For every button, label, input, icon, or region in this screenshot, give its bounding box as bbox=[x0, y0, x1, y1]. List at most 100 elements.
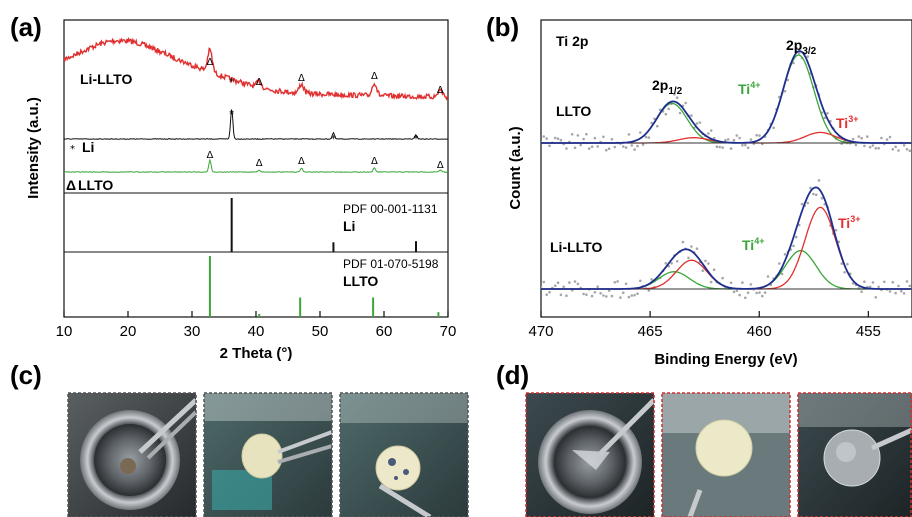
xps-x-axis-title: Binding Energy (eV) bbox=[654, 351, 797, 368]
xps-point bbox=[610, 294, 614, 298]
panel-label-b: (b) bbox=[486, 12, 519, 42]
xrd-marker-triangle-red-3: Δ bbox=[371, 71, 378, 82]
xps-point bbox=[709, 129, 713, 132]
xps-point bbox=[897, 284, 900, 288]
xrd-y-axis-title: Intensity (a.u.) bbox=[25, 97, 42, 199]
xps-point bbox=[627, 133, 631, 136]
xps-point bbox=[556, 137, 560, 140]
xps-point bbox=[797, 51, 801, 55]
photo-d1-crucible bbox=[525, 392, 656, 517]
xps-point bbox=[636, 144, 639, 148]
xps-point bbox=[905, 148, 909, 151]
xps-point bbox=[795, 235, 798, 239]
xps-point bbox=[826, 112, 829, 115]
xps-point bbox=[570, 133, 574, 136]
xps-point bbox=[735, 289, 739, 293]
xps-point bbox=[559, 138, 563, 142]
xps-point bbox=[664, 262, 668, 265]
photo-c2-pellet bbox=[203, 392, 333, 517]
xps-point bbox=[795, 46, 798, 50]
xps-point bbox=[746, 146, 750, 150]
xps-point bbox=[639, 131, 642, 134]
xps-point bbox=[860, 290, 863, 294]
xrd-marker-star-black-1: * bbox=[331, 134, 336, 145]
xrd-reference-lltO bbox=[208, 256, 440, 317]
xps-point bbox=[863, 144, 866, 148]
xps-point bbox=[905, 280, 909, 283]
xps-point bbox=[556, 281, 560, 285]
xps-point bbox=[553, 284, 557, 288]
xps-peak-label-2p12: 2p1/2 bbox=[652, 77, 683, 97]
xps-point bbox=[761, 294, 764, 298]
xps-point bbox=[627, 295, 631, 299]
xps-tick-label-470: 470 bbox=[528, 323, 553, 340]
xps-point bbox=[874, 296, 878, 299]
xps-point bbox=[755, 291, 758, 295]
xps-point bbox=[596, 285, 599, 289]
xps-point bbox=[837, 240, 841, 244]
xrd-marker-triangle-red-1: Δ bbox=[256, 77, 263, 88]
xps-point bbox=[868, 285, 872, 289]
xrd-tick-label-10: 10 bbox=[56, 323, 73, 340]
xps-point bbox=[763, 291, 767, 294]
xps-point bbox=[885, 138, 889, 141]
xrd-marker-star-red: * bbox=[229, 77, 234, 88]
xps-point bbox=[602, 135, 605, 139]
xps-point bbox=[582, 292, 585, 296]
xps-point bbox=[641, 143, 645, 146]
xps-tick-label-460: 460 bbox=[747, 323, 772, 340]
xps-point bbox=[806, 55, 809, 58]
photo-c1-crucible bbox=[67, 392, 198, 517]
xps-point bbox=[587, 147, 591, 150]
xps-point bbox=[633, 293, 636, 297]
xps-point bbox=[812, 192, 815, 196]
xps-point bbox=[755, 133, 758, 137]
xps-point bbox=[877, 146, 880, 150]
xps-point bbox=[664, 112, 668, 116]
xrd-marker-triangle-green-0: Δ bbox=[206, 150, 213, 161]
xps-point bbox=[883, 280, 886, 284]
xps-point bbox=[582, 137, 585, 141]
xps-point bbox=[854, 143, 858, 147]
xps-point bbox=[644, 135, 648, 139]
xps-point bbox=[894, 291, 897, 295]
xps-point bbox=[902, 144, 906, 147]
xrd-ref-phase-lltO: LLTO bbox=[343, 273, 378, 289]
xps-point bbox=[738, 293, 741, 297]
xps-point bbox=[573, 146, 577, 150]
xps-point bbox=[548, 144, 551, 148]
xps-point bbox=[633, 148, 636, 151]
xps-point bbox=[622, 145, 625, 148]
xps-spectrum-label-lltO: LLTO bbox=[556, 103, 591, 119]
xps-point bbox=[593, 136, 597, 140]
xps-point bbox=[817, 179, 821, 182]
xrd-x-ticks: 10 20 30 40 50 60 70 bbox=[56, 311, 456, 340]
xps-point bbox=[877, 285, 880, 289]
xps-point bbox=[888, 290, 892, 293]
xps-point bbox=[585, 293, 588, 297]
xps-point bbox=[695, 122, 699, 125]
xrd-series-li bbox=[64, 109, 448, 140]
xps-point bbox=[868, 145, 872, 149]
xps-point bbox=[568, 281, 571, 284]
xrd-marker-triangle-green-2: Δ bbox=[298, 156, 305, 167]
xps-point bbox=[809, 186, 812, 190]
xrd-label-li: Li bbox=[82, 139, 94, 155]
xps-point bbox=[650, 121, 653, 125]
xps-point bbox=[602, 294, 605, 297]
xrd-marker-triangle-green-4: Δ bbox=[437, 160, 444, 171]
xps-point bbox=[607, 289, 611, 292]
xps-point bbox=[653, 117, 656, 121]
xps-point bbox=[690, 114, 693, 117]
xps-point bbox=[681, 240, 685, 244]
photo-d3-pellet-metallic bbox=[797, 392, 912, 517]
xps-chart: 470 465 460 455 Ti 2p LLTO Li-LLTO 2p1/2 2p… bbox=[507, 19, 912, 368]
xps-envelope-li-llto bbox=[541, 186, 911, 290]
xps-point bbox=[891, 280, 895, 284]
panel-label-c: (c) bbox=[10, 360, 42, 390]
xps-point bbox=[639, 279, 642, 283]
xrd-marker-triangle-red-2: Δ bbox=[298, 73, 305, 84]
xps-point bbox=[778, 262, 781, 265]
xps-point bbox=[548, 290, 551, 294]
